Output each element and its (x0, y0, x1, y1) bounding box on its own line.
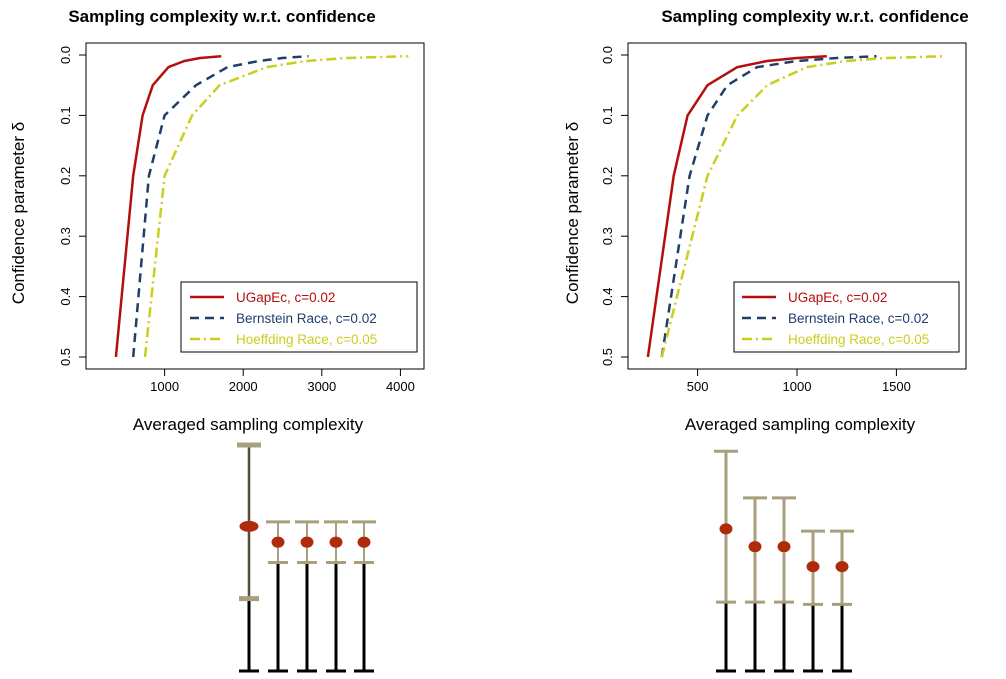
right-x-tick-label: 500 (687, 379, 709, 394)
left-series-ugapec-line (114, 54, 222, 358)
left-x-axis-label: Averaged sampling complexity (133, 415, 364, 434)
right-x-axis-label: Averaged sampling complexity (685, 415, 916, 434)
left-y-axis-label: Confidence parameter δ (9, 122, 28, 304)
right-errorbar-mean-dot (835, 561, 849, 573)
left-errorbar-mean-dot (329, 536, 343, 548)
right-chart-title: Sampling complexity w.r.t. confidence (661, 7, 968, 26)
right-x-tick-label: 1500 (882, 379, 911, 394)
left-x-tick-label: 2000 (229, 379, 258, 394)
right-line-chart: Sampling complexity w.r.t. confidence 50… (563, 7, 969, 434)
right-errorbar-column (714, 449, 738, 673)
right-y-tick-label: 0.0 (600, 46, 615, 64)
left-errorbar-mean-dot (300, 536, 314, 548)
left-legend-label-ugapec: UGapEc, c=0.02 (236, 290, 335, 305)
left-series-group (114, 54, 409, 358)
right-series-ugapec-line (646, 54, 827, 358)
left-y-tick-label: 0.1 (58, 106, 73, 124)
right-x-axis: 500 1000 1500 (687, 369, 911, 394)
right-y-tick-label: 0.3 (600, 227, 615, 245)
right-y-tick-label: 0.2 (600, 167, 615, 185)
right-legend-label-hoeffding: Hoeffding Race, c=0.05 (788, 332, 929, 347)
right-errorbar-column (801, 529, 825, 673)
right-legend-label-bernstein: Bernstein Race, c=0.02 (788, 311, 929, 326)
right-errorbar-mean-dot (719, 523, 733, 535)
right-y-tick-label: 0.1 (600, 106, 615, 124)
left-legend: UGapEc, c=0.02 Bernstein Race, c=0.02 Ho… (180, 281, 418, 353)
left-plot-frame (85, 42, 425, 370)
left-y-tick-label: 0.5 (58, 348, 73, 366)
left-x-tick-label: 3000 (307, 379, 336, 394)
left-series-hoeffding-line (143, 54, 409, 358)
right-y-axis: 0.0 0.1 0.2 0.3 0.4 0.5 (600, 46, 628, 366)
right-y-tick-label: 0.5 (600, 348, 615, 366)
left-legend-label-bernstein: Bernstein Race, c=0.02 (236, 311, 377, 326)
right-errorbar-mean-dot (806, 561, 820, 573)
left-y-tick-label: 0.2 (58, 167, 73, 185)
left-errorbar-chart (237, 442, 376, 673)
right-y-axis-label: Confidence parameter δ (563, 122, 582, 304)
right-x-tick-label: 1000 (783, 379, 812, 394)
left-x-tick-label: 1000 (150, 379, 179, 394)
left-errorbar-mean-dot (271, 536, 285, 548)
left-y-tick-label: 0.3 (58, 227, 73, 245)
left-y-tick-label: 0.0 (58, 46, 73, 64)
left-errorbar-mean-dot (357, 536, 371, 548)
right-series-group (646, 54, 947, 358)
right-legend-label-ugapec: UGapEc, c=0.02 (788, 290, 887, 305)
right-series-bernstein-line (660, 54, 877, 358)
right-errorbar-column (772, 496, 796, 673)
right-errorbar-chart (714, 449, 854, 673)
left-line-chart: Sampling complexity w.r.t. confidence 10… (9, 7, 425, 434)
left-y-axis: 0.0 0.1 0.2 0.3 0.4 0.5 (58, 46, 86, 366)
left-errorbar-column (352, 520, 376, 673)
left-errorbar-column (237, 442, 261, 673)
left-chart-title: Sampling complexity w.r.t. confidence (68, 7, 375, 26)
right-errorbar-column (830, 529, 854, 673)
left-series-bernstein-line (131, 54, 309, 358)
right-errorbar-column (743, 496, 767, 673)
right-y-tick-label: 0.4 (600, 288, 615, 306)
left-errorbar-mean-dot (239, 520, 259, 532)
right-errorbar-mean-dot (777, 541, 791, 553)
left-x-tick-label: 4000 (386, 379, 415, 394)
left-errorbar-column (295, 520, 319, 673)
right-legend-box (733, 281, 960, 353)
left-legend-label-hoeffding: Hoeffding Race, c=0.05 (236, 332, 377, 347)
left-x-axis: 1000 2000 3000 4000 (150, 369, 415, 394)
right-errorbar-mean-dot (748, 541, 762, 553)
left-errorbar-column (324, 520, 348, 673)
left-errorbar-column (266, 520, 290, 673)
left-y-tick-label: 0.4 (58, 288, 73, 306)
right-legend: UGapEc, c=0.02 Bernstein Race, c=0.02 Ho… (733, 281, 960, 353)
